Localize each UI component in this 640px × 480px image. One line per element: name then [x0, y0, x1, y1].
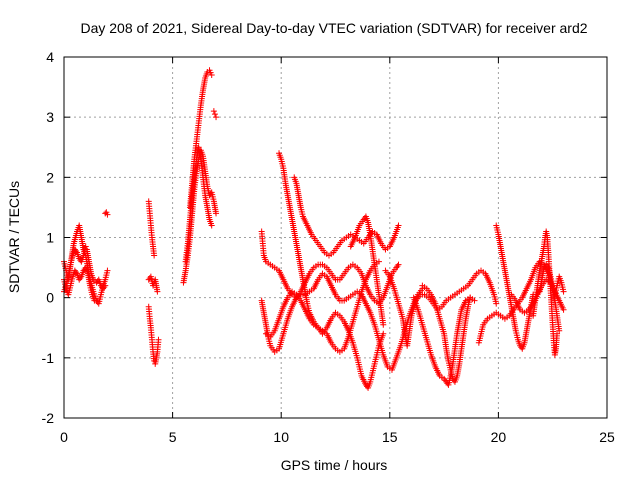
data-point-marker	[556, 327, 563, 334]
data-point-marker	[213, 114, 220, 121]
data-point-marker	[91, 297, 98, 304]
x-tick-labels: 0 5 10 15 20 25	[60, 429, 615, 445]
data-point-marker	[493, 300, 500, 307]
data-point-marker	[380, 330, 387, 337]
y-axis-title: SDTVAR / TECUs	[6, 181, 22, 293]
y-tick-label: 1	[46, 230, 54, 246]
data-point-marker	[554, 330, 561, 337]
data-point-marker	[560, 288, 567, 295]
x-tick-label: 25	[599, 429, 615, 445]
data-point-marker	[155, 336, 162, 343]
data-point-marker	[102, 282, 109, 289]
series-arc-p	[493, 222, 537, 352]
data-point-marker	[380, 321, 387, 328]
data-point-marker	[208, 222, 215, 229]
y-tick-labels: -2 -1 0 1 2 3 4	[42, 49, 55, 426]
series-arc-b	[145, 198, 158, 259]
y-tick-label: -2	[42, 410, 55, 426]
series-arc-n	[419, 282, 474, 385]
y-tick-label: 2	[46, 169, 54, 185]
chart-title: Day 208 of 2021, Sidereal Day-to-day VTE…	[80, 20, 587, 36]
x-tick-label: 15	[382, 429, 398, 445]
data-point-marker	[151, 252, 158, 259]
data-point-marker	[213, 210, 220, 217]
x-axis-title: GPS time / hours	[281, 457, 388, 473]
series-arc-h	[262, 258, 382, 355]
series-arc-d	[145, 273, 161, 295]
data-point-marker	[104, 211, 111, 218]
x-tick-label: 20	[491, 429, 507, 445]
series-arc-e3	[186, 67, 215, 211]
series-arc-c	[145, 303, 162, 367]
series-arc-s	[508, 276, 567, 316]
series-arc-e2	[182, 144, 215, 265]
data-point-marker	[208, 72, 215, 79]
data-point-marker	[211, 111, 218, 118]
grid-lines	[64, 57, 607, 418]
axis-ticks	[63, 56, 608, 419]
series-arc-a4	[102, 209, 111, 218]
data-point-marker	[560, 306, 567, 313]
y-tick-label: 4	[46, 49, 54, 65]
data-point-marker	[154, 288, 161, 295]
data-point-marker	[375, 258, 382, 265]
data-point-marker	[395, 261, 402, 268]
y-tick-label: 3	[46, 109, 54, 125]
x-tick-label: 0	[60, 429, 68, 445]
y-tick-label: -1	[42, 350, 55, 366]
series-arc-l	[382, 267, 500, 349]
x-tick-label: 10	[273, 429, 289, 445]
y-tick-label: 0	[46, 290, 54, 306]
data-point-marker	[467, 294, 474, 301]
series-arc-g	[258, 270, 426, 373]
x-tick-label: 5	[169, 429, 177, 445]
data-points	[61, 67, 567, 391]
data-point-marker	[471, 297, 478, 304]
data-point-marker	[104, 267, 111, 274]
data-point-marker	[210, 108, 217, 115]
series-arc-i	[276, 150, 387, 391]
data-point-marker	[82, 243, 89, 250]
data-point-marker	[395, 222, 402, 229]
series-arc-a2	[61, 243, 109, 295]
series-arc-k	[347, 213, 387, 328]
series-arc-j	[291, 174, 402, 259]
series-arc-e4	[210, 108, 220, 121]
